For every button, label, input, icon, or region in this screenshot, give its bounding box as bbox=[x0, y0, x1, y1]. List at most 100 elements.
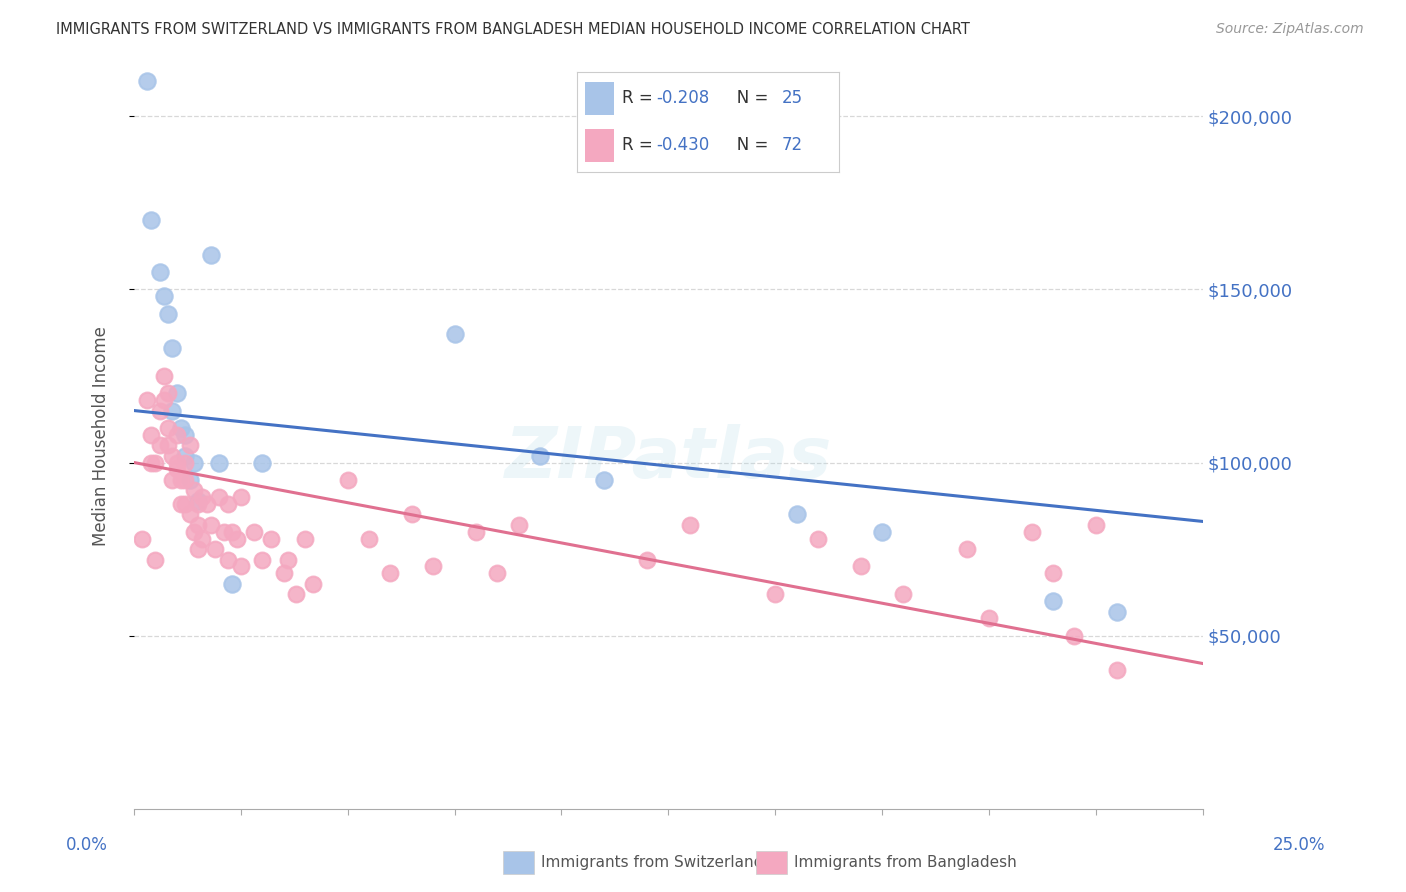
Point bbox=[149, 403, 172, 417]
Point bbox=[157, 438, 180, 452]
Point bbox=[157, 386, 180, 401]
Point bbox=[149, 265, 172, 279]
Point bbox=[179, 438, 201, 452]
Point bbox=[217, 497, 239, 511]
Text: 25.0%: 25.0% bbox=[1272, 836, 1326, 854]
Point bbox=[849, 559, 872, 574]
Point bbox=[1042, 594, 1064, 608]
Point bbox=[191, 490, 214, 504]
Point bbox=[273, 566, 295, 581]
Point bbox=[977, 611, 1000, 625]
Point bbox=[200, 517, 222, 532]
Text: 0.0%: 0.0% bbox=[66, 836, 108, 854]
Point bbox=[153, 289, 176, 303]
Point bbox=[593, 473, 616, 487]
Point bbox=[208, 456, 231, 470]
Point bbox=[162, 341, 184, 355]
Point bbox=[302, 576, 325, 591]
Point bbox=[786, 508, 808, 522]
Point bbox=[242, 524, 264, 539]
Point bbox=[143, 552, 166, 566]
Point bbox=[1107, 605, 1129, 619]
Point bbox=[763, 587, 786, 601]
Point bbox=[225, 532, 247, 546]
Text: Immigrants from Switzerland: Immigrants from Switzerland bbox=[541, 855, 763, 870]
Point bbox=[170, 421, 193, 435]
Point bbox=[1042, 566, 1064, 581]
Point bbox=[464, 524, 486, 539]
Point bbox=[179, 508, 201, 522]
Point bbox=[200, 247, 222, 261]
Text: ZIPatlas: ZIPatlas bbox=[505, 425, 832, 493]
Text: Immigrants from Bangladesh: Immigrants from Bangladesh bbox=[794, 855, 1017, 870]
Point bbox=[174, 497, 197, 511]
Point bbox=[187, 493, 209, 508]
Point bbox=[174, 449, 197, 463]
Point bbox=[336, 473, 359, 487]
Point bbox=[153, 368, 176, 383]
Point bbox=[807, 532, 830, 546]
Point bbox=[149, 438, 172, 452]
Point bbox=[277, 552, 299, 566]
Point bbox=[166, 386, 188, 401]
Text: IMMIGRANTS FROM SWITZERLAND VS IMMIGRANTS FROM BANGLADESH MEDIAN HOUSEHOLD INCOM: IMMIGRANTS FROM SWITZERLAND VS IMMIGRANT… bbox=[56, 22, 970, 37]
Point bbox=[187, 497, 209, 511]
Point bbox=[183, 524, 205, 539]
Point bbox=[1107, 664, 1129, 678]
Point bbox=[250, 456, 273, 470]
Point bbox=[956, 542, 979, 557]
Point bbox=[422, 559, 444, 574]
Point bbox=[162, 403, 184, 417]
Point bbox=[191, 532, 214, 546]
Point bbox=[401, 508, 423, 522]
Point bbox=[285, 587, 308, 601]
Point bbox=[229, 559, 252, 574]
Point bbox=[529, 449, 551, 463]
Point bbox=[139, 427, 162, 442]
Point bbox=[678, 517, 700, 532]
Point bbox=[486, 566, 509, 581]
Text: Source: ZipAtlas.com: Source: ZipAtlas.com bbox=[1216, 22, 1364, 37]
Point bbox=[162, 449, 184, 463]
Point bbox=[187, 517, 209, 532]
Point bbox=[250, 552, 273, 566]
Point bbox=[166, 462, 188, 476]
Point bbox=[229, 490, 252, 504]
Point bbox=[157, 421, 180, 435]
Point bbox=[187, 542, 209, 557]
Point bbox=[1021, 524, 1043, 539]
Point bbox=[212, 524, 235, 539]
Point bbox=[174, 427, 197, 442]
Point bbox=[135, 393, 157, 408]
Y-axis label: Median Household Income: Median Household Income bbox=[93, 326, 110, 547]
Point bbox=[157, 306, 180, 320]
Point bbox=[1084, 517, 1107, 532]
Point bbox=[508, 517, 530, 532]
Point bbox=[204, 542, 226, 557]
Point bbox=[162, 473, 184, 487]
Point bbox=[221, 576, 243, 591]
Point bbox=[170, 473, 193, 487]
Point bbox=[183, 483, 205, 498]
Point bbox=[636, 552, 658, 566]
Point bbox=[170, 497, 193, 511]
Point bbox=[443, 327, 465, 342]
Point bbox=[143, 456, 166, 470]
Point bbox=[221, 524, 243, 539]
Point bbox=[135, 74, 157, 88]
Point bbox=[380, 566, 402, 581]
Point bbox=[870, 524, 893, 539]
Point bbox=[208, 490, 231, 504]
Point bbox=[183, 456, 205, 470]
Point bbox=[174, 473, 197, 487]
Point bbox=[153, 393, 176, 408]
Point bbox=[1063, 629, 1085, 643]
Point bbox=[217, 552, 239, 566]
Point bbox=[139, 456, 162, 470]
Point bbox=[179, 473, 201, 487]
Point bbox=[174, 456, 197, 470]
Point bbox=[893, 587, 915, 601]
Point bbox=[357, 532, 380, 546]
Point bbox=[260, 532, 283, 546]
Point bbox=[139, 213, 162, 227]
